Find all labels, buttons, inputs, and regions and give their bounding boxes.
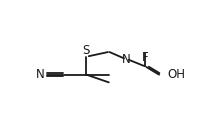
Text: N: N xyxy=(122,53,131,66)
Text: S: S xyxy=(83,44,90,57)
Text: N: N xyxy=(36,68,45,81)
Text: OH: OH xyxy=(167,68,185,81)
Text: F: F xyxy=(142,51,149,64)
